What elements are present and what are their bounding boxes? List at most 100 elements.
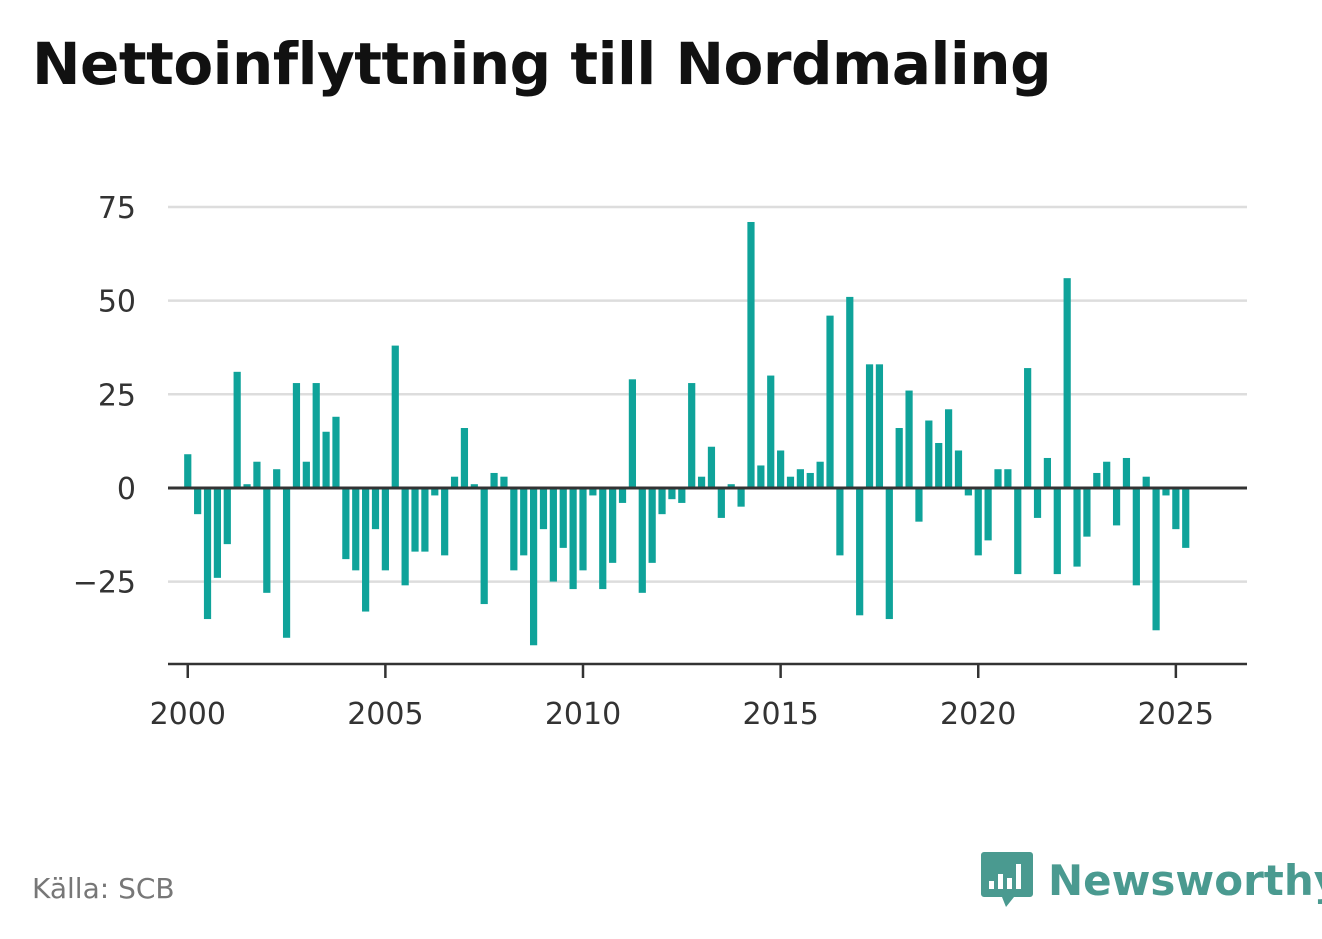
bar bbox=[1073, 487, 1081, 567]
bar bbox=[599, 487, 607, 590]
bar bbox=[846, 296, 854, 488]
bar bbox=[213, 487, 222, 578]
bar bbox=[391, 345, 399, 488]
bar bbox=[747, 221, 755, 488]
bar bbox=[549, 487, 557, 582]
bar bbox=[243, 484, 251, 488]
bar bbox=[1162, 487, 1170, 496]
source-note: Källa: SCB bbox=[32, 872, 175, 905]
bar bbox=[925, 420, 933, 488]
bar bbox=[1053, 487, 1061, 575]
bar bbox=[935, 442, 943, 488]
y-tick-labels: 75 50 25 0 −25 bbox=[73, 191, 136, 601]
bar bbox=[559, 487, 567, 548]
bar bbox=[263, 487, 271, 593]
bar bbox=[638, 487, 646, 593]
bar bbox=[352, 487, 360, 571]
bar bbox=[302, 461, 310, 488]
x-tick-label: 2015 bbox=[742, 697, 818, 732]
x-tick-label: 2000 bbox=[150, 697, 226, 732]
bar bbox=[865, 364, 874, 488]
bar bbox=[786, 476, 795, 488]
bar bbox=[520, 487, 528, 556]
bar bbox=[668, 487, 676, 500]
bar bbox=[816, 461, 824, 488]
bar bbox=[510, 487, 518, 571]
bar bbox=[223, 487, 231, 545]
bar bbox=[194, 487, 202, 515]
bar-chart: 75 50 25 0 −25 2000 2005 2010 2015 2020 2025 bbox=[73, 191, 1247, 732]
bar bbox=[628, 379, 637, 488]
y-tick-label: 25 bbox=[98, 378, 136, 413]
bar bbox=[796, 469, 804, 488]
bar bbox=[579, 487, 587, 571]
bar bbox=[1182, 487, 1190, 548]
chart-title: Nettoinflyttning till Nordmaling bbox=[32, 30, 1052, 98]
bar bbox=[589, 487, 597, 496]
bar bbox=[569, 487, 577, 590]
bar bbox=[974, 487, 982, 556]
bar bbox=[944, 409, 953, 488]
y-tick-label: 50 bbox=[98, 285, 136, 320]
bar bbox=[273, 469, 281, 488]
bar bbox=[441, 487, 449, 556]
bar bbox=[648, 487, 656, 563]
bar bbox=[401, 487, 409, 586]
bar bbox=[954, 450, 963, 488]
bar bbox=[529, 487, 538, 646]
bar bbox=[1033, 487, 1042, 518]
y-tick-label: 0 bbox=[117, 472, 136, 507]
bar bbox=[431, 487, 439, 496]
bar bbox=[490, 472, 498, 488]
bar bbox=[203, 487, 212, 620]
bar bbox=[717, 487, 725, 518]
y-tick-label: 75 bbox=[98, 191, 136, 226]
bar bbox=[332, 416, 340, 488]
bar bbox=[895, 428, 903, 488]
x-tick-label: 2005 bbox=[347, 697, 423, 732]
bar bbox=[707, 446, 716, 488]
bar-chart-speech-bubble-icon bbox=[981, 852, 1033, 907]
y-tick-label: −25 bbox=[73, 566, 136, 601]
bar bbox=[826, 315, 834, 488]
bar bbox=[539, 487, 548, 530]
bar bbox=[500, 476, 508, 488]
bar bbox=[984, 487, 992, 541]
bar bbox=[421, 487, 429, 552]
x-tick-label: 2020 bbox=[940, 697, 1016, 732]
bar bbox=[806, 472, 814, 488]
bar bbox=[312, 383, 320, 488]
bar bbox=[994, 469, 1002, 488]
bar bbox=[381, 487, 389, 571]
bar bbox=[1132, 487, 1140, 586]
bar bbox=[697, 476, 706, 488]
bar bbox=[885, 487, 893, 620]
bar bbox=[618, 487, 627, 503]
axes bbox=[168, 486, 1247, 678]
bar bbox=[450, 476, 459, 488]
bar bbox=[737, 487, 745, 507]
bar bbox=[322, 431, 330, 488]
bar bbox=[253, 461, 261, 488]
bar bbox=[292, 383, 301, 488]
bar bbox=[609, 487, 617, 563]
bar bbox=[1122, 457, 1131, 488]
bar bbox=[777, 450, 785, 488]
bar bbox=[480, 487, 488, 605]
brand-logo[interactable]: Newsworthy bbox=[980, 850, 1322, 910]
bar bbox=[964, 487, 972, 496]
bar bbox=[856, 487, 864, 616]
bar bbox=[362, 487, 370, 612]
bar bbox=[875, 364, 884, 488]
bar bbox=[1083, 487, 1091, 537]
bar bbox=[1004, 469, 1012, 488]
x-tick-label: 2010 bbox=[545, 697, 621, 732]
bar bbox=[1093, 472, 1101, 488]
bar bbox=[1103, 461, 1111, 488]
bar bbox=[1142, 476, 1150, 488]
bar bbox=[658, 487, 666, 515]
bar bbox=[460, 428, 469, 488]
bar bbox=[727, 484, 735, 488]
bar bbox=[470, 484, 478, 488]
bar bbox=[1024, 368, 1032, 488]
